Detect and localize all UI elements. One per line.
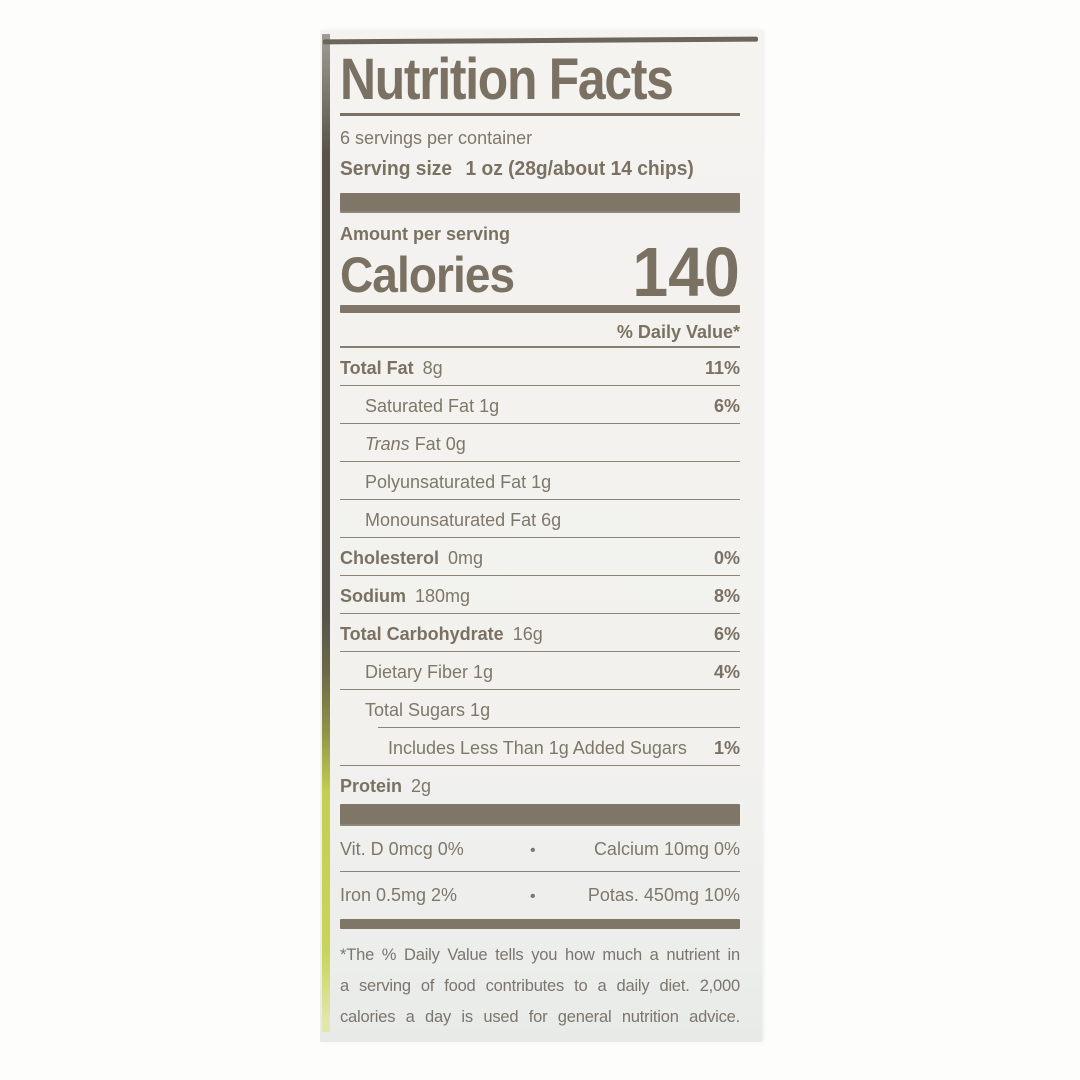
serving-size-label: Serving size [340,158,453,180]
package-edge-strip [322,34,330,1032]
serving-size-row: Serving size 1 oz (28g/about 14 chips) [340,157,724,181]
nutrient-row-trans-fat: Trans Fat 0g [340,424,740,462]
nutrient-name: Monounsaturated Fat 6g [365,510,562,530]
title-rule [340,113,740,116]
footnote-line: *The % Daily Value tells you how much a … [340,946,740,964]
daily-value-percent: 6% [713,396,740,416]
bullet-icon: • [530,888,536,905]
calories-row: Calories 140 [340,233,740,311]
divider-thick-bottom [340,804,740,826]
divider-medium-calories [340,305,740,313]
label-content: Nutrition Facts 6 servings per container… [340,44,740,1033]
nutrient-row-polyunsaturated-fat: Polyunsaturated Fat 1g [340,462,740,500]
added-sugars-separator [378,727,740,728]
nutrient-row-saturated-fat: Saturated Fat 1g 6% [340,386,740,424]
nutrient-amount: 180mg [415,586,471,606]
nutrient-row-cholesterol: Cholesterol 0mg 0% [340,538,740,576]
daily-value-header: % Daily Value* [340,313,740,348]
micronutrient-row-iron-potassium: Iron 0.5mg 2% • Potas. 450mg 10% [340,872,740,917]
divider-thick-top [340,193,740,213]
daily-value-percent: 8% [713,586,740,606]
micro-right-value: Potas. 450mg 10% [587,885,740,905]
nutrient-amount: 2g [411,776,432,796]
nutrient-name: Includes Less Than 1g Added Sugars [388,738,687,758]
micro-left-value: Vit. D 0mcg 0% [340,839,464,859]
nutrient-row-total-carbohydrate: Total Carbohydrate 16g 6% [340,614,740,652]
nutrient-row-total-fat: Total Fat 8g 11% [340,348,740,386]
nutrient-name-italic: Trans [365,434,410,454]
nutrient-row-protein: Protein 2g [340,766,740,803]
bullet-icon: • [530,842,536,859]
daily-value-percent: 11% [704,358,740,378]
nutrient-row-total-sugars: Total Sugars 1g [340,690,740,727]
nutrient-row-dietary-fiber: Dietary Fiber 1g 4% [340,652,740,690]
micro-left-value: Iron 0.5mg 2% [340,885,458,905]
nutrient-row-monounsaturated-fat: Monounsaturated Fat 6g [340,500,740,538]
nutrient-name: Polyunsaturated Fat 1g [365,472,552,492]
nutrient-row-sodium: Sodium 180mg 8% [340,576,740,614]
label-title: Nutrition Facts [340,47,674,112]
nutrient-name: Fat 0g [409,434,466,454]
serving-size-value: 1 oz (28g/about 14 chips) [465,158,694,180]
micro-right-value: Calcium 10mg 0% [593,839,740,859]
divider-medium-footnote [340,919,740,929]
daily-value-percent: 1% [713,738,740,758]
daily-value-footnote: *The % Daily Value tells you how much a … [340,940,740,1033]
nutrient-amount: 16g [512,624,543,644]
calories-value: 140 [632,233,740,311]
nutrition-facts-label: Nutrition Facts 6 servings per container… [320,30,762,1042]
nutrient-name: Dietary Fiber 1g [365,662,494,682]
footnote-line: a serving of food contributes to a daily… [340,977,740,995]
nutrient-name: Sodium [340,586,406,606]
nutrient-amount: 0mg [448,548,484,568]
nutrient-name: Total Carbohydrate [340,624,504,644]
daily-value-percent: 0% [713,548,740,568]
nutrient-name: Cholesterol [340,548,440,568]
daily-value-percent: 4% [713,662,740,682]
nutrient-amount: 8g [422,358,443,378]
nutrient-name: Total Sugars 1g [365,700,491,720]
daily-value-percent: 6% [713,624,740,644]
amount-per-serving-label: Amount per serving [340,224,511,244]
servings-per-container: 6 servings per container [340,128,533,148]
nutrient-name: Protein [340,776,403,796]
nutrient-name: Saturated Fat 1g [365,396,500,416]
micronutrient-row-vitd-calcium: Vit. D 0mcg 0% • Calcium 10mg 0% [340,826,740,872]
nutrient-name: Total Fat [340,358,414,378]
calories-label: Calories [340,247,515,303]
nutrient-row-added-sugars: Includes Less Than 1g Added Sugars 1% [340,728,740,766]
footnote-line: calories a day is used for general nutri… [340,1008,740,1026]
